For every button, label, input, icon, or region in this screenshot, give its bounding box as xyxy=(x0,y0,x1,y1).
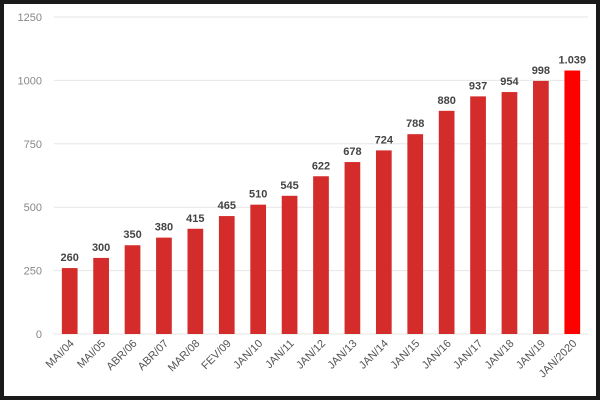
value-label: 998 xyxy=(532,65,550,77)
value-label: 678 xyxy=(343,146,361,158)
x-tick-label: JAN/10 xyxy=(231,338,265,372)
bar xyxy=(187,228,204,334)
y-tick-label: 250 xyxy=(24,266,42,278)
value-labels: 260 300 350 380 415 465 510 545 622 678 724 788 880 9… xyxy=(61,55,587,265)
value-label: 724 xyxy=(375,134,394,146)
bar xyxy=(218,216,235,334)
bar-chart: 0 250 500 750 1000 1250 260 300 350 380 415 465 510… xyxy=(18,12,588,381)
chart-frame: 0 250 500 750 1000 1250 260 300 350 380 415 465 510… xyxy=(4,4,596,396)
x-tick-label: MAI/04 xyxy=(44,338,77,371)
bar xyxy=(407,134,424,334)
x-tick-label: MAR/08 xyxy=(166,338,203,375)
value-label: 465 xyxy=(218,200,236,212)
x-tick-label: JAN/17 xyxy=(451,338,485,372)
bar xyxy=(344,162,361,334)
x-tick-label: JAN/14 xyxy=(357,338,391,372)
x-tick-label: MAI/05 xyxy=(75,338,108,371)
bar xyxy=(156,237,172,334)
x-tick-label: JAN/12 xyxy=(294,338,328,372)
x-axis-ticks: MAI/04MAI/05ABR/06ABR/07MAR/08FEV/09JAN/… xyxy=(44,338,580,381)
bar xyxy=(470,96,486,334)
value-label: 510 xyxy=(249,189,267,201)
value-label: 1.039 xyxy=(559,55,587,67)
x-tick-label: JAN/15 xyxy=(388,338,422,372)
value-label: 880 xyxy=(437,95,455,107)
bar xyxy=(250,204,267,334)
bar xyxy=(533,80,549,335)
y-tick-label: 500 xyxy=(24,202,42,214)
value-label: 380 xyxy=(155,222,173,234)
bar xyxy=(124,245,141,334)
value-label: 937 xyxy=(469,80,487,92)
bar xyxy=(281,195,298,334)
y-tick-label: 1000 xyxy=(18,75,42,87)
value-label: 622 xyxy=(312,160,330,172)
bar xyxy=(501,92,518,334)
bar xyxy=(375,150,392,334)
x-tick-label: JAN/11 xyxy=(263,338,296,371)
y-tick-label: 1250 xyxy=(18,12,42,24)
value-label: 260 xyxy=(61,252,79,264)
value-label: 350 xyxy=(123,229,141,241)
x-tick-label: JAN/13 xyxy=(326,338,360,372)
y-tick-label: 0 xyxy=(36,329,42,341)
y-tick-label: 750 xyxy=(24,139,42,151)
bar xyxy=(438,110,455,334)
y-axis-ticks: 0 250 500 750 1000 1250 xyxy=(18,12,42,341)
bars xyxy=(61,70,581,335)
x-tick-label: FEV/09 xyxy=(199,338,233,372)
x-tick-label: ABR/07 xyxy=(136,338,171,373)
x-tick-label: ABR/06 xyxy=(104,338,139,373)
bar xyxy=(313,176,329,334)
x-tick-label: JAN/16 xyxy=(420,338,454,372)
value-label: 415 xyxy=(186,213,204,225)
bar xyxy=(564,70,581,335)
value-label: 300 xyxy=(92,242,110,254)
x-tick-label: JAN/18 xyxy=(483,338,517,372)
value-label: 954 xyxy=(500,76,519,88)
value-label: 788 xyxy=(406,118,424,130)
value-label: 545 xyxy=(280,180,298,192)
bar xyxy=(61,268,78,334)
bar xyxy=(93,257,109,334)
